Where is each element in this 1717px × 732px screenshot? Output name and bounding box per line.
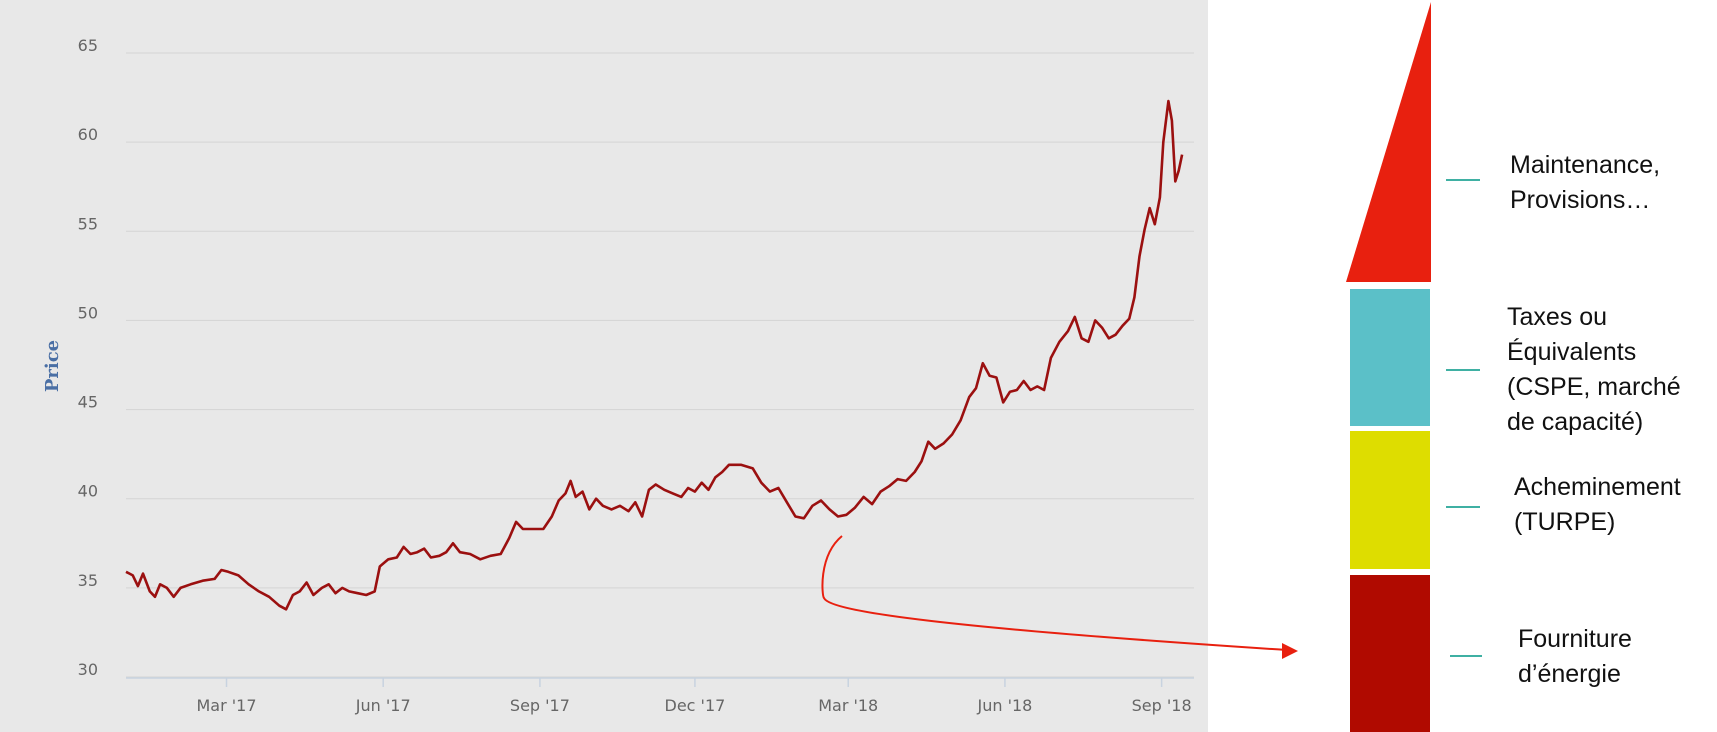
x-tick-label: Sep '17: [510, 696, 570, 715]
y-axis-label: Price: [42, 340, 63, 392]
stack-segment-fourniture: [1350, 575, 1430, 732]
price-series-line: [125, 99, 1184, 611]
y-axis-ticks: 30 35 40 45 50 55 60 65: [78, 36, 98, 679]
x-tick-label: Jun '17: [355, 696, 411, 715]
y-tick-label: 50: [78, 303, 98, 322]
y-tick-label: 45: [78, 393, 98, 412]
connector-arrow: [821, 535, 1298, 659]
x-tick-label: Mar '17: [196, 696, 256, 715]
y-tick-label: 60: [78, 125, 98, 144]
legend-label-acheminement: Acheminement (TURPE): [1514, 473, 1681, 536]
cost-stack: [1346, 2, 1431, 732]
stack-segment-taxes: [1350, 289, 1430, 426]
y-tick-label: 65: [78, 36, 98, 55]
plot-background: [0, 0, 1208, 732]
y-tick-label: 40: [78, 482, 98, 501]
x-tick-label: Jun '18: [977, 696, 1033, 715]
y-tick-label: 35: [78, 571, 98, 590]
legend-label-fourniture: Fourniture d’énergie: [1518, 625, 1632, 688]
x-tick-label: Dec '17: [665, 696, 726, 715]
y-tick-label: 55: [78, 214, 98, 233]
connector-arrow-path: [821, 535, 1288, 651]
legend-label-taxes: Taxes ou Équivalents (CSPE, marché de ca…: [1507, 303, 1681, 436]
stack-segment-maintenance: [1346, 2, 1431, 282]
x-axis-ticks: Mar '17 Jun '17 Sep '17 Dec '17 Mar '18 Jun '…: [126, 677, 1194, 715]
legend-label-maintenance: Maintenance, Provisions…: [1510, 151, 1661, 214]
legend-dashes: [1446, 179, 1482, 657]
y-tick-label: 30: [78, 660, 98, 679]
stack-segment-acheminement: [1350, 431, 1430, 569]
x-tick-label: Mar '18: [818, 696, 878, 715]
arrow-head: [1282, 643, 1298, 659]
x-tick-label: Sep '18: [1132, 696, 1192, 715]
